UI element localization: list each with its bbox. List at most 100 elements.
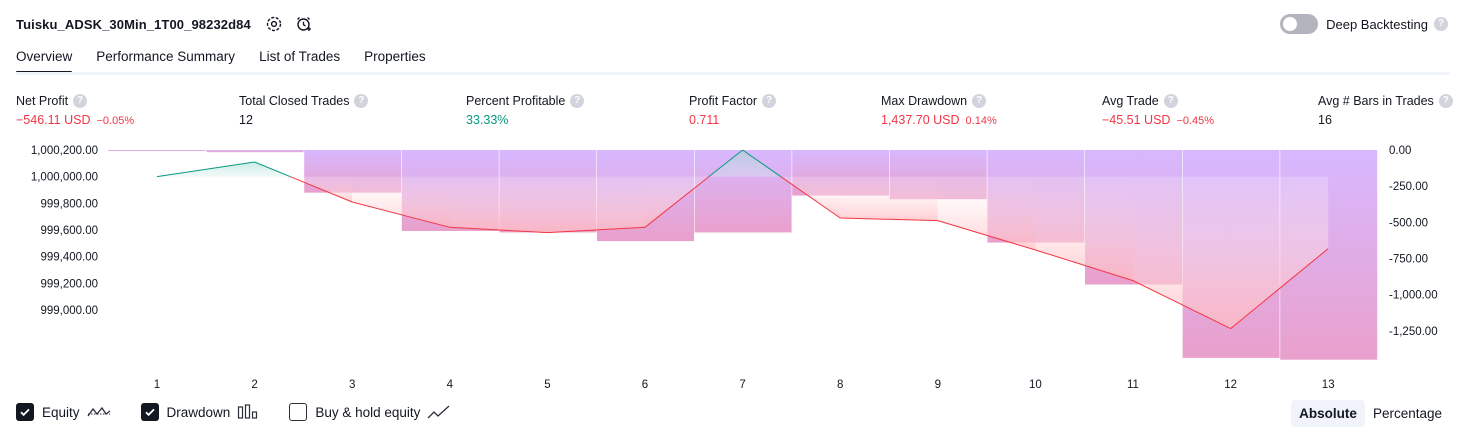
- drawdown-bar: [108, 150, 206, 151]
- x-axis-tick: 12: [1224, 379, 1237, 391]
- help-icon[interactable]: ?: [570, 94, 585, 108]
- left-axis-tick: 1,000,000.00: [31, 172, 98, 184]
- deep-backtesting-toggle[interactable]: [1280, 14, 1319, 34]
- x-axis-tick: 3: [349, 379, 355, 391]
- metric-label: Max Drawdown: [881, 94, 968, 108]
- x-axis-tick: 11: [1127, 379, 1139, 391]
- help-icon[interactable]: ?: [972, 94, 987, 108]
- equity-segment: [742, 149, 782, 178]
- equity-segment: [254, 161, 291, 178]
- metric-value: 1,437.70 USD: [881, 113, 960, 127]
- legend-buy-hold-label: Buy & hold equity: [315, 404, 421, 420]
- metric-percent-profitable: Percent Profitable? 33.33%: [466, 93, 585, 127]
- strategy-title: Tuisku_ADSK_30Min_1T00_98232d84: [16, 16, 251, 32]
- equity-segment: [352, 201, 450, 228]
- metric-label: Percent Profitable: [466, 94, 566, 108]
- settings-icon[interactable]: [265, 15, 283, 33]
- equity-loss-area: [1230, 176, 1329, 329]
- x-axis-tick: 9: [935, 379, 941, 391]
- metric-value: −546.11 USD: [16, 113, 91, 127]
- legend-drawdown-label: Drawdown: [166, 404, 231, 420]
- drawdown-checkbox[interactable]: [140, 403, 159, 421]
- strategy-header: Tuisku_ADSK_30Min_1T00_98232d84: [16, 13, 313, 35]
- tab-list-of-trades[interactable]: List of Trades: [259, 49, 341, 64]
- x-axis-tick: 1: [154, 379, 160, 391]
- x-axis-tick: 4: [447, 379, 454, 391]
- help-icon[interactable]: ?: [1438, 94, 1453, 108]
- help-icon[interactable]: ?: [73, 94, 88, 108]
- equity-segment: [1035, 249, 1134, 282]
- chart-legend: Equity Drawdown Buy & hold equity: [16, 403, 481, 421]
- equity-loss-area: [1133, 176, 1231, 329]
- equity-loss-area: [352, 176, 450, 228]
- left-axis-tick: 999,800.00: [40, 198, 98, 210]
- tab-properties[interactable]: Properties: [364, 49, 426, 64]
- equity-loss-area: [1035, 176, 1133, 281]
- metric-avg-bars-in-trades: Avg # Bars in Trades? 16: [1318, 93, 1453, 127]
- right-axis-tick: 0.00: [1389, 145, 1411, 157]
- left-axis: 1,000,200.00 1,000,000.00 999,800.00 999,60…: [31, 145, 98, 317]
- legend-buy-hold[interactable]: Buy & hold equity: [289, 403, 451, 421]
- tab-overview[interactable]: Overview: [16, 44, 73, 74]
- absolute-button[interactable]: Absolute: [1291, 400, 1365, 427]
- toggle-knob: [1283, 17, 1298, 31]
- x-axis-tick: 13: [1322, 379, 1335, 391]
- metric-net-profit: Net Profit? −546.11 USD −0.05%: [16, 93, 134, 127]
- equity-segment: [449, 226, 548, 234]
- metric-label: Profit Factor: [689, 94, 758, 108]
- equity-segment: [840, 217, 938, 222]
- equity-segment: [708, 149, 743, 178]
- percentage-button[interactable]: Percentage: [1372, 406, 1442, 421]
- right-axis-tick: -750.00: [1389, 253, 1428, 265]
- equity-line: [156, 149, 1329, 330]
- equity-segment: [644, 176, 710, 228]
- x-axis-tick: 2: [251, 379, 257, 391]
- help-icon[interactable]: ?: [354, 94, 369, 108]
- metric-label: Total Closed Trades: [239, 94, 350, 108]
- help-icon[interactable]: ?: [1163, 94, 1178, 108]
- metric-label: Net Profit: [16, 94, 69, 108]
- equity-loss-area: [840, 176, 938, 221]
- add-alert-icon[interactable]: [295, 15, 313, 33]
- left-axis-tick: 999,600.00: [40, 225, 98, 237]
- right-axis: 0.00 -250.00 -500.00 -750.00 -1,000.00 -1,250…: [1389, 145, 1438, 338]
- tab-performance-summary[interactable]: Performance Summary: [96, 49, 236, 64]
- equity-segment: [1230, 248, 1329, 329]
- legend-equity[interactable]: Equity: [16, 403, 111, 421]
- equity-drawdown-chart[interactable]: 1,000,200.00 1,000,000.00 999,800.00 999,60…: [0, 140, 1466, 395]
- equity-gain-area: [157, 161, 255, 177]
- equity-loss-area: [547, 176, 645, 233]
- left-axis-tick: 999,000.00: [40, 305, 98, 317]
- help-icon[interactable]: ?: [762, 94, 777, 108]
- right-axis-tick: -250.00: [1389, 181, 1428, 193]
- legend-equity-label: Equity: [42, 404, 80, 420]
- metric-value: 0.711: [689, 113, 720, 127]
- x-axis-tick: 6: [642, 379, 648, 391]
- left-axis-tick: 999,200.00: [40, 278, 98, 290]
- tab-divider: [16, 72, 1450, 75]
- help-icon[interactable]: ?: [1434, 17, 1448, 31]
- metric-label: Avg # Bars in Trades: [1318, 94, 1434, 108]
- legend-drawdown[interactable]: Drawdown: [140, 403, 260, 421]
- metric-percent: −0.05%: [96, 115, 135, 127]
- metric-profit-factor: Profit Factor? 0.711: [689, 93, 777, 127]
- x-axis-tick: 5: [544, 379, 550, 391]
- buy-hold-line-icon: [427, 404, 451, 420]
- buy-hold-checkbox[interactable]: [289, 403, 308, 421]
- tab-bar: Overview Performance Summary List of Tra…: [16, 44, 450, 74]
- x-axis-tick: 7: [739, 379, 745, 391]
- metric-percent: −0.45%: [1176, 115, 1215, 127]
- equity-loss-area: [449, 176, 548, 233]
- left-axis-tick: 999,400.00: [40, 252, 98, 264]
- metric-value: 33.33%: [466, 113, 509, 127]
- metric-avg-trade: Avg Trade? −45.51 USD −0.45%: [1102, 93, 1214, 127]
- x-axis: 1 2 3 4 5 6 7 8 9 10 11 12 13: [154, 379, 1335, 391]
- right-axis-tick: -1,250.00: [1389, 326, 1438, 338]
- metric-total-closed-trades: Total Closed Trades? 12: [239, 93, 369, 127]
- equity-segment: [780, 176, 841, 219]
- equity-checkbox[interactable]: [16, 403, 34, 421]
- drawdown-bars-icon: [237, 404, 259, 420]
- right-axis-tick: -1,000.00: [1389, 290, 1438, 302]
- metric-max-drawdown: Max Drawdown? 1,437.70 USD 0.14%: [881, 93, 997, 127]
- equity-segment: [547, 226, 646, 234]
